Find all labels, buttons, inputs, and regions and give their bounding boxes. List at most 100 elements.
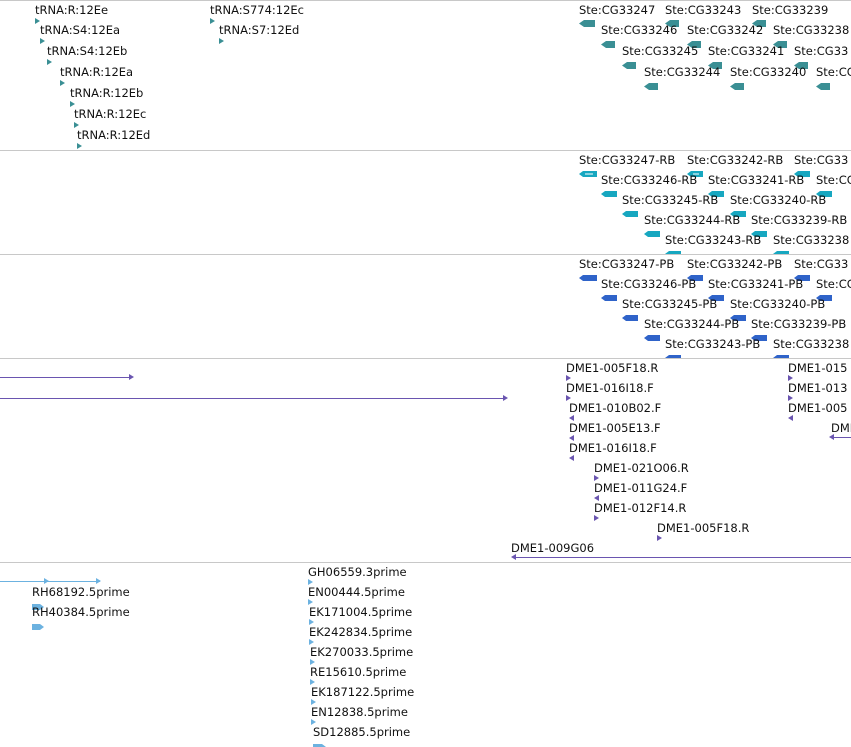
protein-left-arrow-icon[interactable] [794, 270, 810, 284]
feature-label[interactable]: RH68192.5prime [32, 585, 130, 599]
feature-right-arrow-icon[interactable] [60, 80, 65, 86]
feature-label[interactable]: Ste:CG [816, 173, 851, 187]
feature-label[interactable]: DME1-015 [788, 361, 848, 375]
feature-label[interactable]: SD12885.5prime [313, 725, 411, 739]
transcript-left-arrow-icon[interactable] [794, 166, 810, 180]
transcript-left-arrow-icon[interactable] [687, 166, 703, 180]
feature-label[interactable]: Ste:CG33243-PB [665, 337, 761, 351]
feature-label[interactable]: DMI [831, 421, 851, 435]
transcript-left-arrow-icon[interactable] [579, 166, 597, 180]
gene-left-arrow-icon[interactable] [601, 37, 615, 51]
feature-right-arrow-icon[interactable] [40, 38, 45, 44]
est-right-arrow-icon[interactable] [310, 679, 315, 685]
bac-right-arrow-icon[interactable] [788, 395, 793, 401]
feature-right-arrow-icon[interactable] [219, 38, 224, 44]
transcript-left-arrow-icon[interactable] [816, 186, 832, 200]
feature-label[interactable]: tRNA:S4:12Ea [40, 23, 121, 37]
feature-label[interactable]: DME1-012F14.R [594, 501, 687, 515]
feature-label[interactable]: GH06559.3prime [308, 565, 407, 579]
feature-label[interactable]: Ste:CG33241 [708, 44, 785, 58]
protein-left-arrow-icon[interactable] [644, 330, 660, 344]
protein-left-arrow-icon[interactable] [687, 270, 703, 284]
feature-label[interactable]: tRNA:R:12Eb [70, 86, 144, 100]
feature-label[interactable]: EN12838.5prime [311, 705, 408, 719]
feature-label[interactable]: EN00444.5prime [308, 585, 405, 599]
bac-right-arrow-icon[interactable] [503, 395, 508, 401]
feature-label[interactable]: EK242834.5prime [309, 625, 413, 639]
feature-label[interactable]: Ste:CG33242 [687, 23, 764, 37]
bac-left-arrow-icon[interactable] [788, 415, 793, 421]
gene-left-arrow-icon[interactable] [665, 16, 679, 30]
feature-right-arrow-icon[interactable] [47, 59, 52, 65]
feature-label[interactable]: Ste:CG33245 [622, 44, 699, 58]
feature-label[interactable]: Ste:CG33243-RB [665, 233, 762, 247]
gene-left-arrow-icon[interactable] [708, 58, 722, 72]
est-right-arrow-icon[interactable] [96, 578, 101, 584]
bac-right-arrow-icon[interactable] [594, 475, 599, 481]
est-right-arrow-icon[interactable] [309, 639, 314, 645]
feature-label[interactable]: Ste:CG [816, 277, 851, 291]
feature-label[interactable]: DME1-016I18.F [569, 441, 657, 455]
gene-left-arrow-icon[interactable] [816, 79, 830, 93]
feature-label[interactable]: tRNA:R:12Ec [74, 107, 147, 121]
protein-left-arrow-icon[interactable] [579, 270, 597, 284]
est-block-icon[interactable] [32, 619, 44, 633]
feature-label[interactable]: tRNA:S7:12Ed [219, 23, 300, 37]
est-right-arrow-icon[interactable] [44, 578, 49, 584]
est-right-arrow-icon[interactable] [308, 599, 313, 605]
bac-left-arrow-icon[interactable] [511, 554, 516, 560]
transcript-left-arrow-icon[interactable] [751, 226, 767, 240]
feature-label[interactable]: DME1-016I18.F [566, 381, 654, 395]
transcript-left-arrow-icon[interactable] [622, 206, 638, 220]
feature-label[interactable]: Ste:CG33245-PB [622, 297, 718, 311]
gene-left-arrow-icon[interactable] [730, 79, 744, 93]
feature-label[interactable]: Ste:CG33244 [644, 65, 721, 79]
est-right-arrow-icon[interactable] [310, 659, 315, 665]
bac-right-arrow-icon[interactable] [594, 515, 599, 521]
bac-left-arrow-icon[interactable] [569, 455, 574, 461]
feature-label[interactable]: tRNA:R:12Ee [35, 3, 109, 17]
feature-label[interactable]: DME1-009G06 [511, 541, 595, 555]
est-right-arrow-icon[interactable] [311, 699, 316, 705]
transcript-left-arrow-icon[interactable] [708, 186, 724, 200]
transcript-left-arrow-icon[interactable] [644, 226, 660, 240]
feature-label[interactable]: Ste:CG33241-PB [708, 277, 804, 291]
feature-label[interactable]: DME1-013 [788, 381, 848, 395]
feature-label[interactable]: Ste:CG33238 [773, 337, 850, 351]
bac-right-arrow-icon[interactable] [657, 535, 662, 541]
est-right-arrow-icon[interactable] [311, 719, 316, 725]
feature-label[interactable]: Ste:CG33 [794, 257, 849, 271]
feature-label[interactable]: tRNA:S774:12Ec [210, 3, 304, 17]
transcript-left-arrow-icon[interactable] [730, 206, 746, 220]
feature-label[interactable]: Ste:CG33 [794, 44, 849, 58]
feature-label[interactable]: tRNA:S4:12Eb [47, 44, 128, 58]
bac-right-arrow-icon[interactable] [129, 374, 134, 380]
feature-label[interactable]: Ste:CG33242-PB [687, 257, 783, 271]
gene-left-arrow-icon[interactable] [579, 16, 595, 30]
feature-label[interactable]: Ste:CG33240 [730, 65, 807, 79]
feature-label[interactable]: DME1-011G24.F [594, 481, 688, 495]
feature-right-arrow-icon[interactable] [210, 18, 215, 24]
bac-left-arrow-icon[interactable] [594, 495, 599, 501]
feature-label[interactable]: Ste:CG33239-RB [751, 213, 848, 227]
feature-label[interactable]: Ste:CG33243 [665, 3, 742, 17]
feature-label[interactable]: Ste:CG33240-PB [730, 297, 826, 311]
feature-label[interactable]: DME1-005E13.F [569, 421, 661, 435]
gene-left-arrow-icon[interactable] [794, 58, 808, 72]
feature-label[interactable]: Ste:CG33245-RB [622, 193, 719, 207]
gene-left-arrow-icon[interactable] [687, 37, 701, 51]
bac-right-arrow-icon[interactable] [566, 395, 571, 401]
protein-left-arrow-icon[interactable] [751, 330, 767, 344]
feature-label[interactable]: DME1-005 [788, 401, 848, 415]
bac-alignment-line[interactable] [834, 437, 851, 438]
feature-label[interactable]: DME1-021O06.R [594, 461, 689, 475]
feature-label[interactable]: Ste:CG33247-RB [579, 153, 676, 167]
bac-alignment-line[interactable] [515, 557, 851, 558]
feature-label[interactable]: Ste:CG33238 [773, 23, 850, 37]
feature-label[interactable]: Ste:CG33 [794, 153, 849, 167]
feature-right-arrow-icon[interactable] [70, 101, 75, 107]
est-right-arrow-icon[interactable] [309, 619, 314, 625]
feature-label[interactable]: Ste:CG33244-PB [644, 317, 740, 331]
feature-label[interactable]: RH40384.5prime [32, 605, 130, 619]
bac-alignment-line[interactable] [0, 398, 504, 399]
